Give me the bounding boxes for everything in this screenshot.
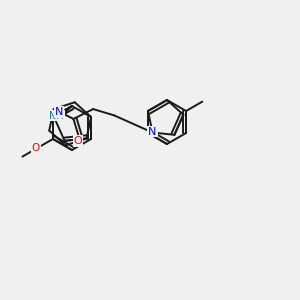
Text: NH: NH [49, 111, 64, 121]
Text: O: O [74, 136, 82, 146]
Text: N: N [55, 107, 63, 117]
Text: O: O [32, 143, 40, 153]
Text: N: N [148, 127, 157, 136]
